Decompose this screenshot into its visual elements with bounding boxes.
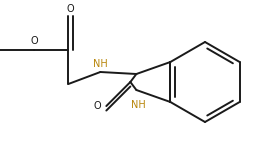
Text: O: O	[67, 4, 74, 14]
Text: Br: Br	[201, 0, 213, 2]
Text: NH: NH	[131, 100, 146, 110]
Text: NH: NH	[93, 59, 108, 69]
Text: O: O	[30, 36, 38, 46]
Text: O: O	[94, 101, 101, 111]
